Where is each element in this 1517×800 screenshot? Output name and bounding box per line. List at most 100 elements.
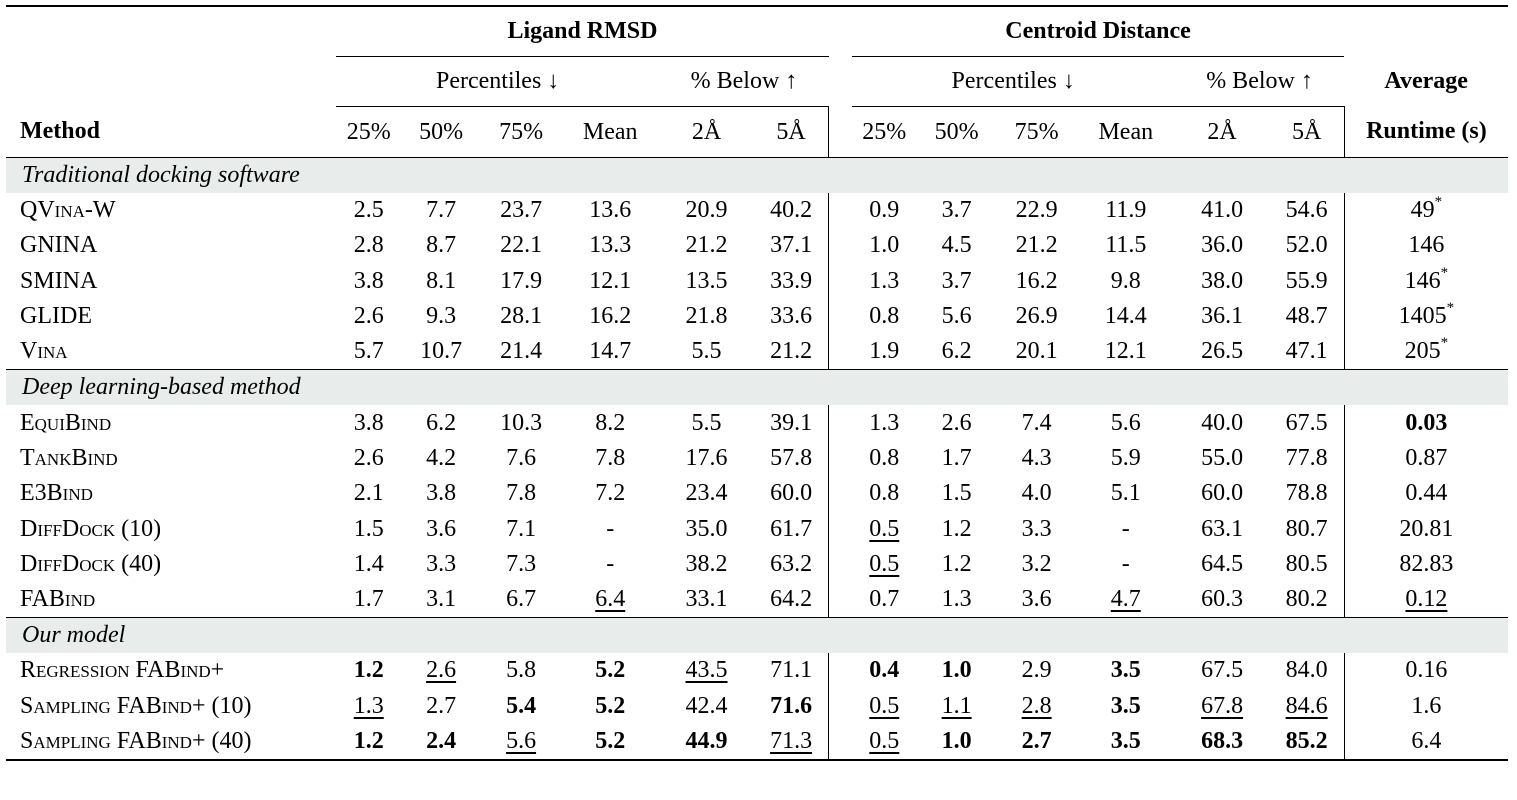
cd-cell: 0.8	[852, 299, 917, 334]
rmsd-cell: 1.4	[336, 547, 401, 582]
rmsd-cell-value: 7.8	[595, 444, 626, 471]
rmsd-cell-value: 71.3	[770, 728, 813, 754]
runtime-cell-value: 1.6	[1411, 692, 1442, 719]
cd-cell-value: 1.5	[941, 480, 972, 507]
rmsd-cell-value: 2.1	[353, 480, 384, 507]
cd-cell-value: 11.9	[1105, 197, 1147, 224]
average-header: Average	[1384, 68, 1468, 94]
cd-cell: 0.4	[852, 653, 917, 688]
rmsd-cell-value: 14.7	[589, 338, 632, 365]
method-name: TankBind	[6, 441, 336, 476]
cd-cell: 80.7	[1269, 511, 1344, 546]
cd-cell-value: 3.3	[1021, 515, 1052, 542]
cd-cell: 5.6	[917, 299, 996, 334]
rmsd-cell-value: 3.8	[353, 267, 384, 294]
cd-cell: 85.2	[1269, 724, 1344, 760]
rmsd-cell: 7.2	[561, 476, 659, 511]
cd-cell-value: 0.5	[869, 728, 900, 754]
cd-cell-value: 1.2	[941, 515, 972, 542]
table-row: E3Bind 2.1 3.8 7.8 7.2 23.4 60.0 0.8 1.5 4.0 5.1 60…	[6, 476, 1508, 512]
rmsd-cell: -	[561, 511, 659, 546]
centroid-distance-header: Centroid Distance	[1005, 18, 1191, 44]
runtime-cell-value: 146*	[1404, 264, 1449, 294]
runtime-cell: 49*	[1343, 193, 1508, 229]
rmsd-cell: 5.2	[561, 689, 659, 724]
rmsd-cell: 13.5	[659, 264, 754, 299]
rmsd-cell-value: 20.9	[685, 197, 728, 224]
rmsd-cell: 60.0	[754, 476, 829, 511]
rmsd-cell: 2.5	[336, 193, 401, 228]
cd-cell-value: 0.8	[869, 303, 900, 330]
rmsd-cell-value: 17.9	[500, 267, 543, 294]
cd-cell: 12.1	[1077, 334, 1175, 370]
rmsd-cell-value: 60.0	[770, 480, 813, 507]
cd-cell: 1.2	[917, 511, 996, 546]
rmsd-cell-value: 7.8	[506, 480, 537, 507]
cd-cell: 3.7	[917, 264, 996, 299]
rmsd-cell-value: 5.6	[506, 728, 537, 754]
runtime-cell: 205*	[1343, 334, 1508, 370]
table-row: QVina-W 2.5 7.7 23.7 13.6 20.9 40.2 0.9 3.7 22.9 1…	[6, 193, 1508, 229]
rmsd-cell: 23.4	[659, 476, 754, 511]
column-divider	[828, 228, 852, 264]
method-name-text: Vina	[20, 338, 68, 365]
rmsd-cell-value: 1.2	[353, 728, 384, 754]
cd-cell-value: 54.6	[1285, 197, 1328, 224]
cd-cell: 80.2	[1269, 582, 1344, 618]
group-label: Our model	[6, 617, 1508, 654]
cd-cell-value: -	[1121, 550, 1130, 577]
rmsd-cell: 14.7	[561, 334, 659, 370]
rmsd-cell: 63.2	[754, 547, 829, 582]
rmsd-cell-value: 3.6	[426, 515, 457, 542]
cd-cell: 38.0	[1175, 264, 1270, 299]
method-name-text: E3Bind	[20, 480, 93, 507]
cd-cell-value: 0.5	[869, 550, 900, 577]
cd-cell-value: 40.0	[1201, 409, 1244, 436]
cd-cell-value: 9.8	[1110, 267, 1141, 294]
rmsd-cell-value: 28.1	[500, 303, 543, 330]
rmsd-cell-value: 23.7	[500, 197, 543, 224]
cd-cell: 1.0	[852, 228, 917, 263]
cd-cell: 5.9	[1077, 441, 1175, 476]
rmsd-cell: 57.8	[754, 441, 829, 476]
rmsd-cell-value: 8.7	[426, 232, 457, 259]
rmsd-percentiles-label: Percentiles ↓	[435, 68, 560, 94]
cd-cell: 67.5	[1175, 653, 1270, 688]
method-name: Sampling FABind+ (40)	[6, 724, 336, 760]
rmsd-cell: 28.1	[481, 299, 562, 334]
rmsd-cell: 38.2	[659, 547, 754, 582]
runtime-cell-value: 205*	[1404, 335, 1449, 365]
rmsd-col-5a: 5Å	[753, 106, 829, 158]
cd-cell: 7.4	[996, 405, 1077, 440]
cd-cell: 68.3	[1175, 724, 1270, 760]
rmsd-cell: 17.6	[659, 441, 754, 476]
cd-cell-value: 6.2	[941, 338, 972, 365]
rmsd-cell-value: 57.8	[770, 444, 813, 471]
rmsd-cell-value: 2.8	[353, 232, 384, 259]
table-row: DiffDock (10) 1.5 3.6 7.1 - 35.0 61.7 0.5 1.2 3.3…	[6, 511, 1508, 547]
rmsd-cell: 64.2	[754, 582, 829, 618]
cd-cell: 84.6	[1269, 689, 1344, 724]
runtime-cell-value: 0.12	[1405, 586, 1448, 613]
rmsd-cell: 3.1	[401, 582, 480, 618]
rmsd-cell: 1.3	[336, 689, 401, 724]
rmsd-cell-value: 7.3	[506, 550, 537, 577]
rmsd-cell-value: 21.2	[685, 232, 728, 259]
cd-cell: 11.5	[1077, 228, 1175, 263]
cd-cell-value: 77.8	[1285, 444, 1328, 471]
method-name: E3Bind	[6, 476, 336, 511]
method-name-text: Sampling FABind+ (40)	[20, 728, 252, 754]
cd-cell-value: 0.5	[869, 692, 900, 719]
rmsd-cell-value: 5.2	[595, 728, 626, 754]
table-row: DiffDock (40) 1.4 3.3 7.3 - 38.2 63.2 0.5 1.2 3.2…	[6, 546, 1508, 582]
cd-cell-value: 1.3	[941, 586, 972, 613]
cd-cell-value: 36.1	[1201, 303, 1244, 330]
cd-cell: 3.3	[996, 511, 1077, 546]
cd-cell-value: 52.0	[1285, 232, 1328, 259]
cd-cell-value: 3.5	[1110, 692, 1141, 719]
method-name: DiffDock (10)	[6, 511, 336, 546]
rmsd-cell: 21.8	[659, 299, 754, 334]
rmsd-cell: 1.7	[336, 582, 401, 618]
rmsd-cell-value: 17.6	[685, 444, 728, 471]
rmsd-cell-value: 13.5	[685, 267, 728, 294]
